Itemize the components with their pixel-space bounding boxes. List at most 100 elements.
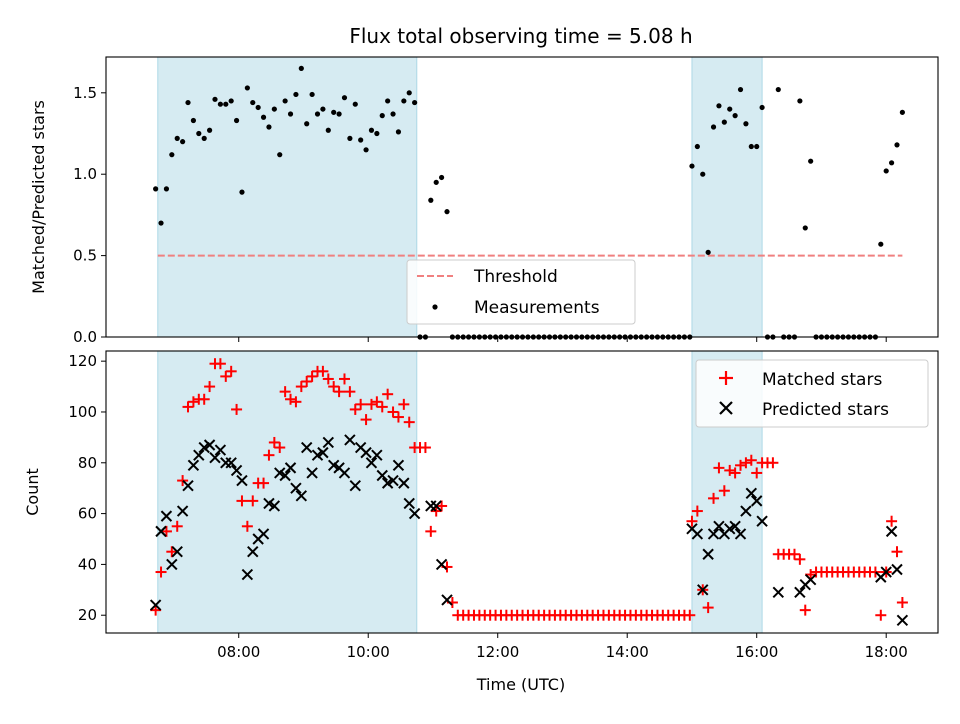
matched-star-point [724,464,736,476]
matched-star-point [268,436,280,448]
measurement-point [743,121,749,127]
measurement-point [888,160,895,166]
predicted-star-point [209,451,221,464]
predicted-star-point [166,558,178,571]
matched-star-point [177,475,189,487]
y-tick-label: 0.5 [73,247,97,265]
predicted-star-point [176,505,189,517]
measurement-point [250,99,256,106]
matched-star-point [767,457,779,469]
measurement-point [174,135,180,141]
predicted-star-point [713,520,725,533]
x-tick-label: 16:00 [735,643,778,661]
matched-star-point [187,396,199,408]
matched-star-point [236,495,248,507]
x-axis-label: Time (UTC) [476,675,565,694]
measurement-point [705,249,711,255]
measurement-point [694,143,700,150]
predicted-star-point [225,457,237,469]
measurement-point [368,127,375,133]
matched-star-point [285,393,297,405]
matched-star-point [328,381,340,393]
predicted-star-point [398,477,410,489]
measurement-point [320,106,326,112]
matched-star-point [376,401,388,413]
observing-intervals [157,350,763,634]
matched-star-point [891,546,903,558]
measurement-point [732,113,738,119]
predicted-star-point [284,462,297,474]
matched-star-point [333,386,345,398]
predicted-star-point [794,586,806,599]
measurement-point [878,241,884,247]
matched-star-point [387,406,399,418]
predicted-star-point [392,459,405,472]
predicted-star-point [230,464,243,477]
predicted-star-point [365,457,378,469]
matched-star-point [745,454,757,466]
predicted-star-point [691,528,704,540]
matched-star-point [295,381,307,393]
ratio-y-ticks: 0.0 0.5 1.0 1.5 [73,84,106,346]
measurement-point [802,225,808,231]
matched-star-point [344,386,356,398]
measurement-point [358,137,364,143]
measurement-point [883,168,889,174]
predicted-star-point [301,441,313,454]
matched-star-point [805,569,817,581]
measurement-point [260,114,267,120]
measurement-point [374,130,380,137]
measurement-point [808,158,814,164]
matched-star-point [718,485,730,497]
measurement-point [217,101,223,107]
legend-measurements-swatch [432,304,438,310]
matched-star-point [392,411,404,423]
matched-star-point [360,414,372,426]
predicted-star-point [279,469,291,482]
measurement-point [309,91,315,98]
shaded-interval [157,56,418,338]
measurement-point [406,90,412,96]
predicted-star-point [880,566,892,578]
measurement-point [233,117,240,124]
predicted-star-point [306,467,318,479]
measurement-point [352,101,358,107]
matched-star-point [691,505,703,517]
x-tick-label: 18:00 [865,643,908,661]
matched-star-point [231,403,243,415]
matched-star-point [306,370,318,382]
matched-star-point [241,520,253,532]
matched-star-point [425,525,437,537]
legend-matched-swatch [719,371,733,385]
measurement-point [158,220,164,226]
matched-star-point [708,492,720,504]
y-tick-label: 40 [78,555,97,573]
matched-star-point [896,597,908,609]
predicted-star-point [344,434,356,446]
predicted-star-point [371,449,383,461]
y-tick-label: 80 [78,454,97,472]
predicted-star-point [149,599,162,611]
matched-star-point [150,604,162,616]
matched-star-point [225,365,237,377]
predicted-star-point [290,482,302,494]
measurement-point [298,65,304,71]
matched-star-point [684,609,696,621]
measurement-point [325,127,331,133]
measurement-point [428,197,434,203]
measurement-point [336,111,342,117]
matched-star-point [247,495,259,507]
measurement-point [894,142,900,148]
matched-star-point [258,477,270,489]
matched-star-point [729,467,741,479]
predicted-star-point [247,545,259,558]
measurement-point [255,104,261,111]
matched-star-point [204,381,216,393]
matched-star-point [338,373,350,385]
measurement-point [201,135,207,141]
matched-star-point [220,370,232,382]
matched-star-point [875,609,887,621]
matched-star-point [751,467,763,479]
measurement-point [282,98,288,104]
measurement-point [185,99,191,106]
